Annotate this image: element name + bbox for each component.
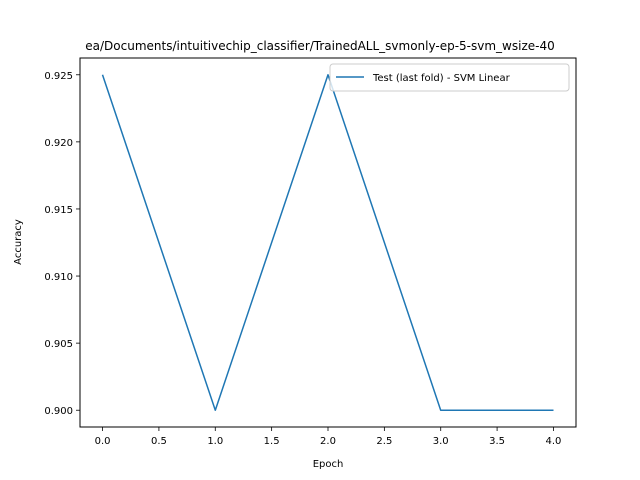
chart-title: ea/Documents/intuitivechip_classifier/Tr… — [85, 39, 554, 53]
legend-label: Test (last fold) - SVM Linear — [372, 73, 511, 84]
plot-area — [79, 57, 577, 428]
x-tick-label: 2.0 — [320, 436, 336, 447]
y-tick-label: 0.900 — [44, 406, 73, 417]
y-tick-label: 0.910 — [44, 272, 73, 283]
y-axis-label: Accuracy — [13, 219, 24, 265]
plot-background — [80, 58, 576, 427]
legend: Test (last fold) - SVM Linear — [329, 63, 570, 92]
x-tick-label: 2.5 — [376, 436, 392, 447]
y-axis: 0.900 0.905 0.910 0.915 0.920 0.925 — [44, 71, 80, 417]
x-tick-label: 0.5 — [151, 436, 167, 447]
x-tick-label: 3.5 — [489, 436, 505, 447]
y-tick-label: 0.905 — [44, 339, 73, 350]
legend-box — [329, 63, 570, 92]
x-tick-label: 1.5 — [264, 436, 280, 447]
x-tick-label: 3.0 — [433, 436, 449, 447]
x-axis: 0.0 0.5 1.0 1.5 2.0 2.5 3.0 3.5 4.0 — [95, 427, 562, 447]
y-tick-label: 0.920 — [44, 138, 73, 149]
x-tick-label: 0.0 — [95, 436, 111, 447]
x-axis-label: Epoch — [313, 459, 344, 470]
data-layer — [101, 74, 554, 411]
series-line-0 — [101, 74, 554, 411]
x-tick-label: 1.0 — [207, 436, 223, 447]
x-tick-label: 4.0 — [546, 436, 562, 447]
y-tick-label: 0.915 — [44, 205, 73, 216]
y-tick-label: 0.925 — [44, 71, 73, 82]
